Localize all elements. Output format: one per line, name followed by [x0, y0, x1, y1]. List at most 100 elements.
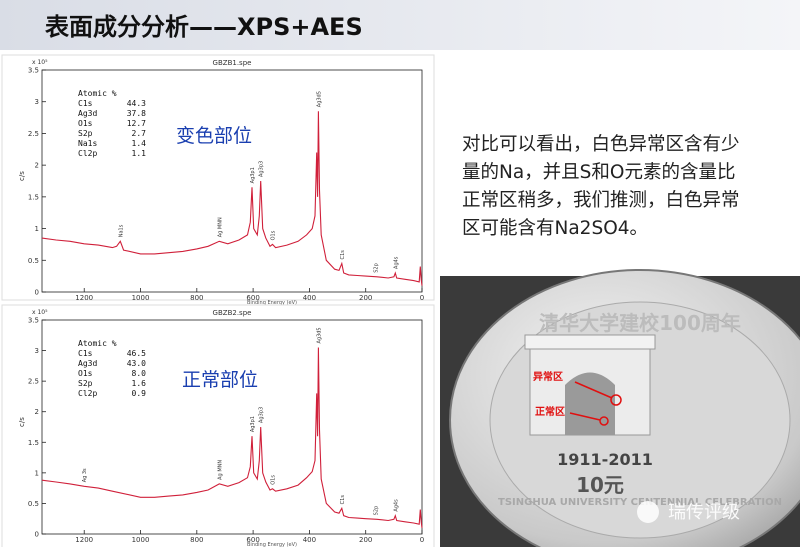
table-cell: S2p — [78, 129, 93, 138]
body-text: 正常区稍多，我们推测，白色异常 — [462, 190, 740, 211]
peak-label: Ag3p3 — [259, 407, 265, 423]
x-tick-label: 1000 — [132, 536, 150, 544]
table-cell: 1.4 — [132, 139, 147, 148]
table-cell: S2p — [78, 379, 93, 388]
title-bar — [0, 0, 800, 50]
table-cell: Ag3d — [78, 359, 97, 368]
peak-label: Ag4s — [393, 256, 399, 269]
peak-label: Ag MNN — [217, 217, 223, 237]
x-tick-label: 1200 — [75, 294, 93, 302]
coin-rim-text: TSINGHUA UNIVERSITY CENTENNIAL CELEBRATI… — [498, 497, 782, 508]
y-axis-label: c/s — [18, 417, 26, 427]
chart-frame — [1, 54, 435, 301]
y-scale-label: x 10⁵ — [32, 309, 48, 316]
table-cell: 46.5 — [127, 349, 146, 358]
body-text: 量的Na，并且S和O元素的含量比 — [462, 162, 735, 183]
y-tick-label: 0 — [35, 531, 39, 539]
x-axis-label: Binding Energy (eV) — [247, 542, 297, 547]
coin-photo — [440, 269, 800, 547]
normal-label: 正常区 — [535, 405, 565, 418]
table-cell: 1.1 — [132, 149, 147, 158]
peak-label: S2p — [374, 263, 380, 273]
watermark: 瑞传评级 — [668, 502, 740, 523]
coin-top-text: 清华大学建校100周年 — [539, 311, 741, 335]
y-scale-label: x 10⁵ — [32, 59, 48, 66]
body-text: 区可能含有Na2SO4。 — [462, 218, 648, 239]
x-tick-label: 1200 — [75, 536, 93, 544]
y-tick-label: 3.5 — [28, 67, 39, 75]
region-label: 变色部位 — [176, 125, 252, 147]
peak-label: Ag 3s — [82, 468, 88, 482]
peak-label: Ag3p3 — [259, 161, 265, 177]
region-label: 正常部位 — [182, 369, 258, 391]
table-cell: C1s — [78, 349, 93, 358]
peak-label: Ag3d5 — [316, 91, 322, 107]
chart-title: GBZB2.spe — [213, 309, 252, 317]
table-cell: C1s — [78, 99, 93, 108]
spectrum-line — [41, 347, 423, 528]
x-tick-label: 400 — [303, 294, 316, 302]
y-axis-label: c/s — [18, 171, 26, 181]
x-axis-label: Binding Energy (eV) — [247, 300, 297, 306]
y-tick-label: 2 — [35, 408, 39, 416]
table-cell: 1.6 — [132, 379, 147, 388]
table-cell: 43.0 — [127, 359, 146, 368]
peak-label: Ag3p1 — [250, 167, 256, 183]
x-tick-label: 800 — [190, 294, 203, 302]
y-tick-label: 3 — [35, 98, 39, 106]
table-cell: O1s — [78, 369, 93, 378]
slide-title: 表面成分分析——XPS+AES — [45, 13, 363, 41]
chart-frame — [1, 304, 435, 547]
y-tick-label: 2.5 — [28, 130, 39, 138]
table-cell: 2.7 — [132, 129, 147, 138]
table-cell: 8.0 — [132, 369, 147, 378]
y-tick-label: 2.5 — [28, 378, 39, 386]
y-tick-label: 1.5 — [28, 193, 39, 201]
peak-label: Ag MNN — [217, 460, 223, 480]
peak-label: S2p — [374, 506, 380, 516]
table-cell: O1s — [78, 119, 93, 128]
chart-title: GBZB1.spe — [213, 59, 252, 67]
y-tick-label: 3 — [35, 347, 39, 355]
plot-area — [41, 319, 423, 535]
table-cell: 12.7 — [127, 119, 146, 128]
x-tick-label: 0 — [420, 536, 424, 544]
y-tick-label: 1.5 — [28, 439, 39, 447]
peak-label: Ag3d5 — [316, 327, 322, 343]
abnormal-label: 异常区 — [533, 370, 563, 383]
y-tick-label: 1 — [35, 469, 39, 477]
peak-label: O1s — [271, 230, 277, 240]
x-tick-label: 600 — [246, 294, 259, 302]
body-text: 对比可以看出，白色异常区含有少 — [462, 134, 740, 155]
x-tick-label: 600 — [246, 536, 259, 544]
table-cell: Ag3d — [78, 109, 97, 118]
x-tick-label: 200 — [359, 536, 372, 544]
table-cell: 44.3 — [127, 99, 146, 108]
table-cell: 0.9 — [132, 389, 147, 398]
x-tick-label: 200 — [359, 294, 372, 302]
plot-area — [41, 69, 423, 293]
peak-label: O1s — [271, 475, 277, 485]
spectrum-line — [41, 111, 423, 286]
peak-label: Ag3p1 — [250, 416, 256, 432]
table-header: Atomic % — [78, 89, 117, 98]
x-tick-label: 0 — [420, 294, 424, 302]
table-header: Atomic % — [78, 339, 117, 348]
table-cell: 37.8 — [127, 109, 146, 118]
watermark-icon — [637, 501, 659, 523]
y-tick-label: 0.5 — [28, 500, 39, 508]
table-cell: Cl2p — [78, 149, 97, 158]
peak-label: Ag4s — [393, 499, 399, 512]
peak-label: C1s — [340, 250, 346, 260]
peak-label: C1s — [340, 495, 346, 505]
y-tick-label: 1 — [35, 225, 39, 233]
y-tick-label: 0.5 — [28, 257, 39, 265]
y-tick-label: 0 — [35, 289, 39, 297]
table-cell: Cl2p — [78, 389, 97, 398]
peak-label: Na1s — [118, 224, 124, 237]
coin-years: 1911-2011 — [557, 450, 653, 469]
table-cell: Na1s — [78, 139, 97, 148]
x-tick-label: 800 — [190, 536, 203, 544]
y-tick-label: 2 — [35, 162, 39, 170]
